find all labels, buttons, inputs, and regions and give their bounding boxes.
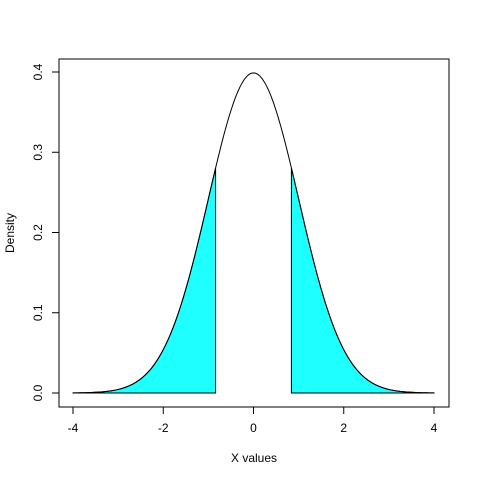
x-tick-label: 2	[340, 421, 347, 435]
x-tick-label: 0	[250, 421, 257, 435]
left-tail-shade	[72, 167, 217, 394]
x-axis-label: X values	[231, 451, 277, 465]
y-tick-label: 0.3	[31, 144, 45, 161]
x-tick-label: -4	[68, 421, 79, 435]
plot-frame	[58, 58, 450, 408]
y-axis: 0.0 0.1 0.2 0.3 0.4	[31, 63, 60, 401]
y-tick-label: 0.0	[31, 384, 45, 401]
y-tick-label: 0.1	[31, 304, 45, 321]
x-tick-label: 4	[431, 421, 438, 435]
density-curve	[72, 72, 435, 394]
y-tick-label: 0.2	[31, 224, 45, 241]
x-tick-label: -2	[158, 421, 169, 435]
y-tick-label: 0.4	[31, 63, 45, 80]
shaded-regions	[72, 167, 435, 394]
x-axis: -4 -2 0 2 4	[68, 406, 438, 435]
right-tail-shade	[290, 167, 435, 394]
y-axis-label: Density	[3, 213, 17, 253]
